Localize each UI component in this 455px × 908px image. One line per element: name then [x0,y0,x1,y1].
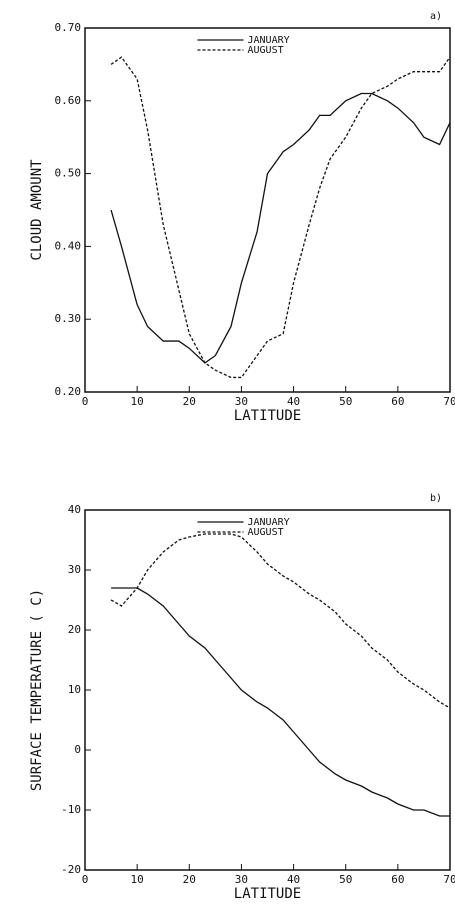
x-axis-title: LATITUDE [234,408,301,424]
y-tick-label: 0.20 [55,385,82,398]
x-axis-title: LATITUDE [234,886,301,902]
x-tick-label: 0 [82,873,89,886]
y-axis-title: CLOUD AMOUNT [29,159,45,261]
data-line [110,533,451,709]
corner-label: a) [430,11,442,22]
y-tick-label: 10 [68,683,81,696]
y-tick-label: 0.40 [55,239,82,252]
data-line [110,56,451,379]
x-tick-label: 50 [339,873,352,886]
x-tick-label: 40 [287,873,300,886]
x-tick-label: 30 [235,873,248,886]
x-tick-label: 50 [339,395,352,408]
x-tick-label: 40 [287,395,300,408]
y-tick-label: 0.70 [55,21,82,34]
x-tick-label: 70 [443,873,455,886]
x-tick-label: 0 [82,395,89,408]
legend-label: JANUARY [248,517,290,528]
y-tick-label: 20 [68,623,81,636]
y-tick-label: 40 [68,503,81,516]
data-line [111,587,450,817]
y-tick-label: 0 [74,743,81,756]
y-tick-label: 0.30 [55,312,82,325]
y-tick-label: 30 [68,563,81,576]
plot-frame [84,27,451,393]
x-tick-label: 30 [235,395,248,408]
legend-label: JANUARY [248,35,290,46]
y-tick-label: -20 [61,863,81,876]
legend-label: AUGUST [248,527,284,538]
x-tick-label: 70 [443,395,455,408]
y-tick-label: 0.50 [55,167,82,180]
x-tick-label: 60 [391,395,404,408]
legend-label: AUGUST [248,45,284,56]
data-line [110,92,451,364]
corner-label: b) [430,493,442,504]
x-tick-label: 10 [131,873,144,886]
x-tick-label: 10 [131,395,144,408]
x-tick-label: 60 [391,873,404,886]
x-tick-label: 20 [183,395,196,408]
y-tick-label: -10 [61,803,81,816]
x-tick-label: 20 [183,873,196,886]
y-tick-label: 0.60 [55,94,82,107]
y-axis-title: SURFACE TEMPERATURE ( C) [29,589,45,791]
